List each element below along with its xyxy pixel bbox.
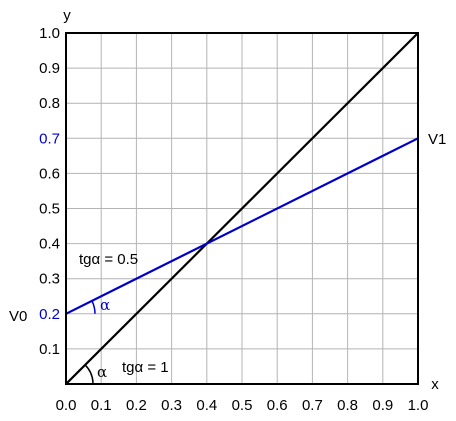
alpha-blue-label: α: [100, 296, 110, 314]
x-tick-label: 0.4: [196, 397, 217, 414]
series-line-1: [65, 32, 419, 385]
y-tick-label: 0.9: [39, 60, 60, 77]
x-tick-label: 0.8: [337, 397, 358, 414]
tg-alpha-blue-label: tgα = 0.5: [79, 251, 138, 268]
y-tick-label: 0.3: [39, 271, 60, 288]
y-tick-label: 0.1: [39, 341, 60, 358]
x-tick-label: 0.5: [232, 397, 253, 414]
alpha-arc-blue: [91, 300, 96, 314]
v0-label: V0: [9, 308, 27, 325]
tg-alpha-black-label: tgα = 1: [122, 359, 169, 376]
x-tick-label: 0.1: [91, 397, 112, 414]
y-tick-label: 0.5: [39, 201, 60, 218]
x-tick-label: 0.9: [372, 397, 393, 414]
v1-label: V1: [428, 131, 446, 148]
y-tick-label: 0.6: [39, 165, 60, 182]
alpha-arc-black: [84, 364, 94, 385]
x-tick-label: 0.0: [56, 397, 77, 414]
x-tick-label: 0.6: [267, 397, 288, 414]
x-axis-label: x: [431, 376, 439, 393]
series-line-2: [65, 137, 419, 315]
alpha-black-label: α: [97, 363, 107, 381]
x-tick-label: 0.2: [126, 397, 147, 414]
y-tick-label: 0.7: [39, 130, 60, 147]
series-group: [65, 32, 419, 385]
y-tick-label: 0.8: [39, 95, 60, 112]
plot-frame: [65, 32, 419, 385]
y-axis-label: y: [63, 7, 71, 24]
tick-labels: 0.0 0.1 0.2 0.3 0.4 0.5 0.6 0.7 0.8 0.9 1.0 0.1 0.2 0…: [39, 25, 428, 414]
x-tick-label: 0.7: [302, 397, 323, 414]
y-tick-label: 0.2: [39, 306, 60, 323]
y-tick-label: 0.4: [39, 236, 60, 253]
y-tick-label: 1.0: [39, 25, 60, 42]
x-tick-label: 0.3: [161, 397, 182, 414]
x-tick-label: 1.0: [408, 397, 429, 414]
